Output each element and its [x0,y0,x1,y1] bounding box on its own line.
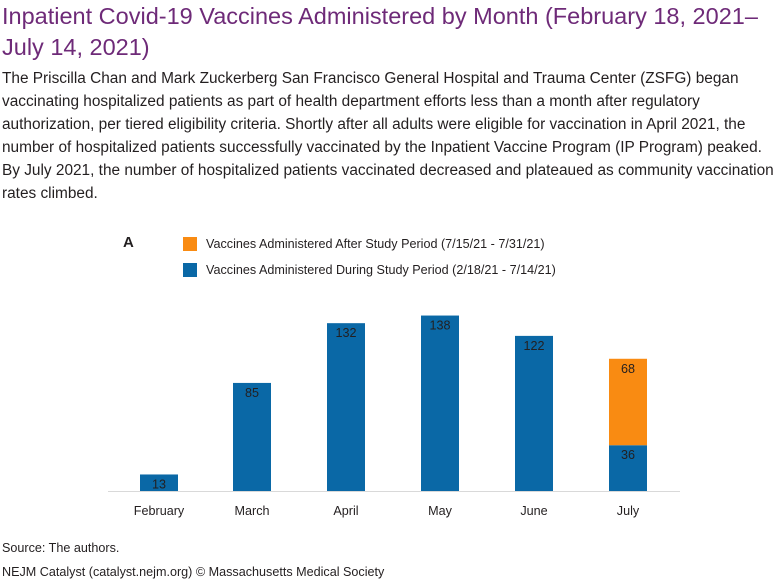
chart-description: The Priscilla Chan and Mark Zuckerberg S… [2,70,774,202]
x-tick-label-april: April [333,504,358,518]
bar-june-during [515,335,553,491]
x-tick-label-may: May [428,504,452,518]
legend-item-during: Vaccines Administered During Study Perio… [183,261,556,279]
bar-july-during [609,445,647,491]
legend-label-after: Vaccines Administered After Study Period… [206,237,545,251]
source-note: Source: The authors. [2,541,120,555]
panel-label: A [123,234,134,251]
x-tick-label-march: March [235,504,270,518]
x-tick-label-february: February [134,504,185,518]
legend-swatch-after [183,237,197,251]
bar-february-during [140,474,178,491]
data-label-july-during: 36 [621,448,635,462]
data-label-july-after: 68 [621,362,635,376]
data-label-february-during: 13 [152,477,166,491]
data-label-march-during: 85 [245,386,259,400]
legend: Vaccines Administered After Study Period… [183,235,556,287]
legend-label-during: Vaccines Administered During Study Perio… [206,263,556,277]
legend-item-after: Vaccines Administered After Study Period… [183,235,556,253]
data-label-april-during: 132 [335,326,356,340]
bar-july-after [609,358,647,446]
x-tick-label-july: July [617,504,640,518]
bar-may-during [421,315,459,491]
bar-march-during [233,382,271,491]
data-label-may-during: 138 [429,319,450,333]
data-label-june-during: 122 [523,339,544,353]
chart-title: Inpatient Covid-19 Vaccines Administered… [2,3,758,60]
credit-line: NEJM Catalyst (catalyst.nejm.org) © Mass… [2,565,385,579]
legend-swatch-during [183,263,197,277]
bar-chart: 13 February 85 March 132 April 138 May 122 June 36… [108,315,680,518]
bar-april-during [327,323,365,491]
x-tick-label-june: June [520,504,547,518]
